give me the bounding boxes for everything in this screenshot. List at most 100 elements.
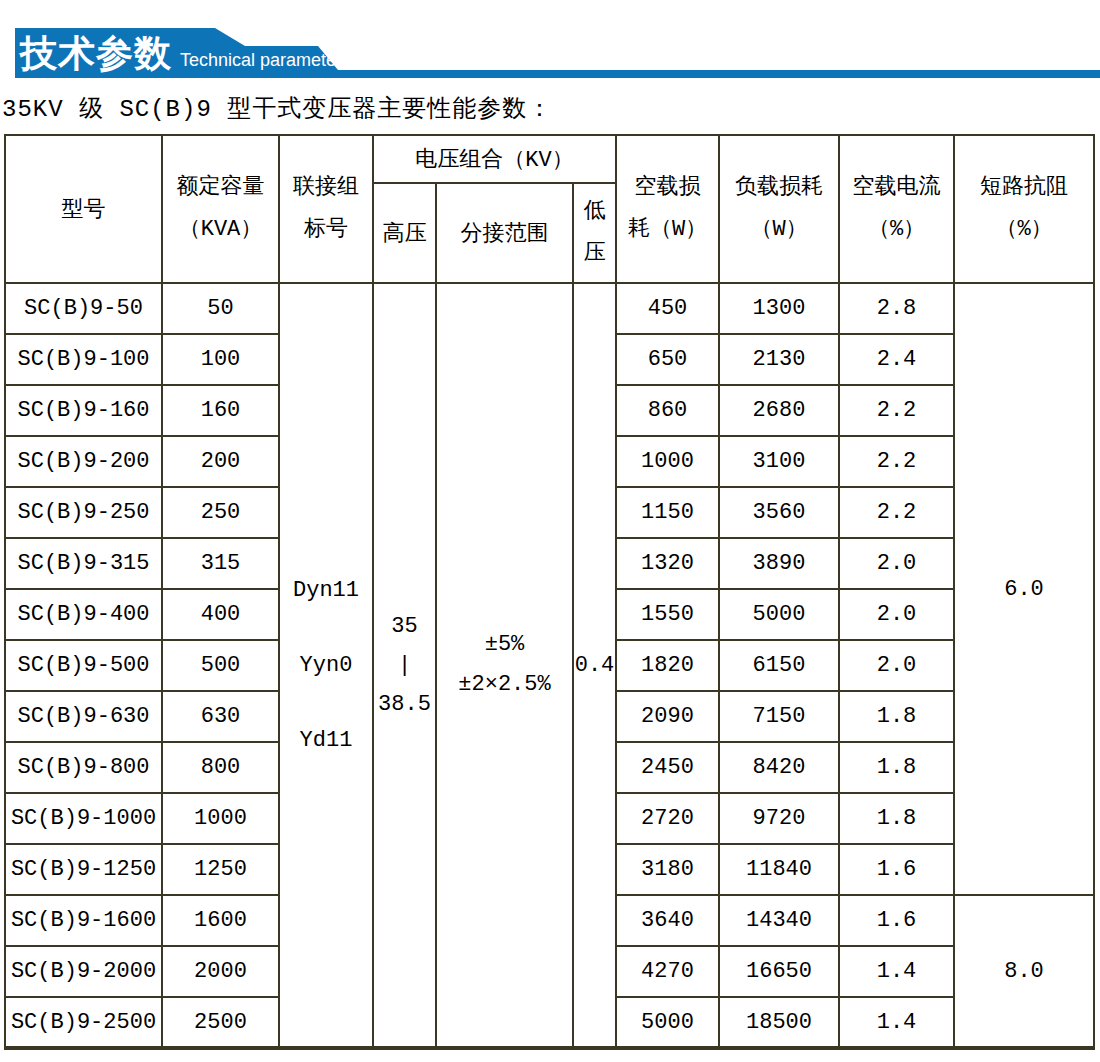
section-banner: 技术参数 Technical parameter (0, 28, 1100, 78)
cell-model: SC(B)9-500 (5, 640, 162, 691)
cell-no-load-current: 1.8 (839, 742, 954, 793)
cell-tap-range: ±5% ±2×2.5% (436, 283, 573, 1048)
col-header-no-load-loss: 空载损 耗（W） (616, 135, 719, 283)
cell-no-load-loss: 3640 (616, 895, 719, 946)
cell-no-load-current: 2.0 (839, 538, 954, 589)
cell-load-loss: 6150 (719, 640, 839, 691)
cell-capacity: 200 (162, 436, 279, 487)
cell-no-load-current: 1.8 (839, 793, 954, 844)
cell-model: SC(B)9-100 (5, 334, 162, 385)
cell-capacity: 2500 (162, 997, 279, 1048)
col-header-impedance-line1: 短路抗阻 (955, 167, 1093, 209)
cell-model: SC(B)9-200 (5, 436, 162, 487)
cell-model: SC(B)9-250 (5, 487, 162, 538)
cell-capacity: 1000 (162, 793, 279, 844)
cell-model: SC(B)9-2000 (5, 946, 162, 997)
cell-lv-voltage: 0.4 (573, 283, 616, 1048)
cell-load-loss: 1300 (719, 283, 839, 334)
cell-no-load-loss: 860 (616, 385, 719, 436)
col-header-load-loss: 负载损耗 （W） (719, 135, 839, 283)
cell-model: SC(B)9-160 (5, 385, 162, 436)
cell-impedance-6: 6.0 (954, 283, 1094, 895)
cell-load-loss: 2680 (719, 385, 839, 436)
col-header-hv: 高压 (373, 183, 436, 283)
col-header-tap-range: 分接范围 (436, 183, 573, 283)
col-header-load-loss-line1: 负载损耗 (720, 167, 838, 209)
cell-load-loss: 5000 (719, 589, 839, 640)
cell-no-load-current: 1.6 (839, 844, 954, 895)
cell-no-load-loss: 1320 (616, 538, 719, 589)
cell-load-loss: 18500 (719, 997, 839, 1048)
hv-line2: | (374, 646, 435, 685)
cell-model: SC(B)9-2500 (5, 997, 162, 1048)
cell-model: SC(B)9-50 (5, 283, 162, 334)
cell-no-load-current: 2.0 (839, 589, 954, 640)
cell-no-load-loss: 3180 (616, 844, 719, 895)
cell-no-load-loss: 5000 (616, 997, 719, 1048)
cell-model: SC(B)9-400 (5, 589, 162, 640)
cell-no-load-current: 1.4 (839, 946, 954, 997)
tap-line1: ±5% (437, 625, 572, 665)
cell-load-loss: 3560 (719, 487, 839, 538)
col-header-model: 型号 (5, 135, 162, 283)
cell-no-load-current: 2.2 (839, 436, 954, 487)
cell-load-loss: 16650 (719, 946, 839, 997)
cell-no-load-loss: 2720 (616, 793, 719, 844)
cell-capacity: 50 (162, 283, 279, 334)
cell-capacity: 315 (162, 538, 279, 589)
cell-no-load-current: 2.2 (839, 487, 954, 538)
spec-table: 型号 额定容量 （KVA） 联接组 标号 电压组合（KV） 空载损 耗（W） 负… (4, 134, 1095, 1050)
cell-capacity: 800 (162, 742, 279, 793)
header-row-1: 型号 额定容量 （KVA） 联接组 标号 电压组合（KV） 空载损 耗（W） 负… (5, 135, 1094, 183)
col-header-lv-line2: 压 (574, 233, 615, 275)
col-header-no-load-loss-line2: 耗（W） (617, 209, 718, 251)
cell-capacity: 160 (162, 385, 279, 436)
cell-load-loss: 8420 (719, 742, 839, 793)
cell-no-load-current: 1.4 (839, 997, 954, 1048)
col-header-lv-line1: 低 (574, 191, 615, 233)
col-header-capacity-line1: 额定容量 (163, 167, 278, 209)
cell-capacity: 630 (162, 691, 279, 742)
cell-model: SC(B)9-800 (5, 742, 162, 793)
cell-load-loss: 9720 (719, 793, 839, 844)
cell-model: SC(B)9-315 (5, 538, 162, 589)
cell-model: SC(B)9-1000 (5, 793, 162, 844)
cell-load-loss: 14340 (719, 895, 839, 946)
cell-no-load-loss: 2090 (616, 691, 719, 742)
cell-load-loss: 7150 (719, 691, 839, 742)
cell-capacity: 100 (162, 334, 279, 385)
cell-no-load-current: 2.4 (839, 334, 954, 385)
cell-no-load-current: 1.6 (839, 895, 954, 946)
col-header-load-loss-line2: （W） (720, 209, 838, 251)
cell-model: SC(B)9-1600 (5, 895, 162, 946)
banner-title-en: Technical parameter (180, 50, 342, 71)
cell-capacity: 500 (162, 640, 279, 691)
cell-no-load-loss: 1550 (616, 589, 719, 640)
cell-capacity: 250 (162, 487, 279, 538)
col-header-connection: 联接组 标号 (279, 135, 373, 283)
col-header-connection-line2: 标号 (280, 209, 372, 251)
cell-no-load-current: 2.8 (839, 283, 954, 334)
connection-group-yyn0: Yyn0 (280, 628, 372, 703)
cell-no-load-current: 2.0 (839, 640, 954, 691)
cell-no-load-current: 1.8 (839, 691, 954, 742)
hv-line1: 35 (374, 607, 435, 646)
hv-line3: 38.5 (374, 685, 435, 724)
cell-no-load-current: 2.2 (839, 385, 954, 436)
cell-load-loss: 2130 (719, 334, 839, 385)
cell-load-loss: 3100 (719, 436, 839, 487)
col-header-voltage-group: 电压组合（KV） (373, 135, 616, 183)
cell-no-load-loss: 450 (616, 283, 719, 334)
col-header-capacity: 额定容量 （KVA） (162, 135, 279, 283)
connection-group-dyn11: Dyn11 (280, 553, 372, 628)
tap-line2: ±2×2.5% (437, 665, 572, 705)
col-header-no-load-current: 空载电流 （%） (839, 135, 954, 283)
cell-no-load-loss: 650 (616, 334, 719, 385)
table-row: SC(B)9-50 50 Dyn11 Yyn0 Yd11 35 | 38.5 ±… (5, 283, 1094, 334)
cell-load-loss: 3890 (719, 538, 839, 589)
cell-capacity: 1600 (162, 895, 279, 946)
cell-capacity: 1250 (162, 844, 279, 895)
col-header-capacity-line2: （KVA） (163, 209, 278, 251)
cell-no-load-loss: 1150 (616, 487, 719, 538)
cell-no-load-loss: 2450 (616, 742, 719, 793)
